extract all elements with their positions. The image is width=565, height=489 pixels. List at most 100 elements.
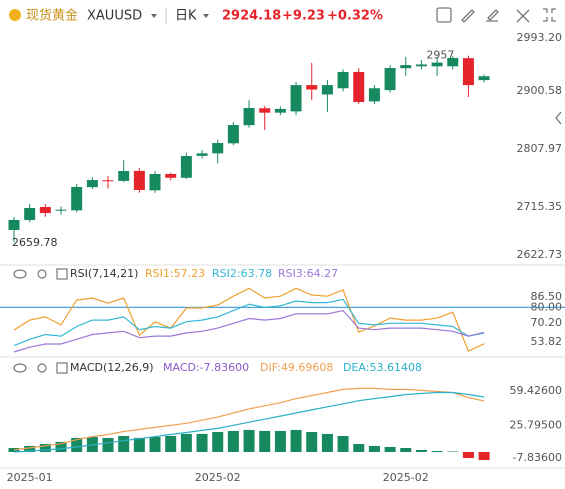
y-tick-label: 80.00 (531, 300, 563, 313)
dropdown-arrow[interactable] (203, 14, 209, 18)
macd-bar (39, 443, 51, 452)
macd-bar (368, 445, 380, 452)
macd-bar (118, 435, 130, 452)
candle-body (149, 174, 161, 191)
candle-body (431, 62, 443, 67)
candle-body (337, 71, 349, 89)
period[interactable]: 日K (175, 9, 197, 24)
macd-bar (431, 450, 443, 452)
legend-entry: RSI2:63.78 (212, 267, 272, 280)
macd-bar (478, 451, 490, 461)
candle-body (39, 207, 51, 214)
settings-icon[interactable] (37, 269, 47, 279)
macd-bar (227, 430, 239, 452)
candle-body (290, 85, 302, 112)
price-change: +9.23 (282, 9, 325, 24)
y-tick-label: 86.50 (531, 290, 563, 303)
macd-bar (353, 443, 365, 452)
macd-bar (290, 429, 302, 452)
y-tick-label: 53.82 (531, 335, 563, 348)
expand-button[interactable] (543, 8, 556, 22)
instrument-symbol[interactable]: XAUUSD (87, 9, 142, 24)
macd-bar (71, 437, 83, 452)
collapse-arrow[interactable] (555, 111, 562, 125)
y-tick-label: -7.83600 (513, 451, 562, 464)
candle-body (384, 68, 396, 91)
candle-body (415, 64, 427, 67)
rsi-title: RSI(7,14,21) (70, 267, 138, 280)
macd-bar (180, 433, 192, 452)
candle-body (353, 71, 365, 103)
fullscreen-button[interactable] (516, 9, 530, 23)
gold-icon (9, 9, 21, 21)
macd-bar (55, 441, 67, 452)
candle-body (71, 186, 83, 211)
candle-body (133, 170, 145, 190)
candle-body (212, 143, 224, 154)
y-tick-label: 2900.58 (517, 84, 563, 97)
candle-body (8, 219, 20, 230)
edit-button[interactable] (486, 9, 499, 22)
candle-body (447, 57, 459, 67)
indicator-line (13, 391, 485, 453)
macd-bar (337, 435, 349, 452)
macd-bar (149, 437, 161, 452)
legend-entry: RSI3:64.27 (278, 267, 338, 280)
macd-bar (196, 433, 208, 452)
candle-body (368, 88, 380, 102)
macd-bar (133, 437, 145, 452)
indicator-icon[interactable] (56, 268, 68, 280)
y-tick-label: 2993.20 (517, 31, 563, 44)
visibility-icon[interactable] (13, 269, 27, 279)
macd-bar (259, 430, 271, 452)
candle-body (55, 209, 67, 211)
draw-button[interactable] (461, 9, 475, 23)
macd-bar (306, 431, 318, 452)
instrument-name[interactable]: 现货黄金 (26, 8, 78, 24)
macd-bar (384, 446, 396, 452)
legend-entry: DEA:53.61408 (343, 361, 422, 374)
macd-bar (102, 437, 114, 452)
candle-body (180, 155, 192, 178)
visibility-icon[interactable] (13, 363, 27, 373)
macd-title: MACD(12,26,9) (70, 361, 154, 374)
y-tick-label: 2715.35 (517, 200, 563, 213)
dropdown-arrow[interactable] (151, 14, 157, 18)
settings-icon[interactable] (37, 363, 47, 373)
price: 2924.18 (222, 9, 281, 24)
x-tick-label: 2025-02 (195, 471, 241, 484)
indicator-line (13, 298, 485, 347)
candle-body (86, 180, 98, 188)
candle-body (243, 108, 255, 126)
indicator-line (13, 287, 485, 353)
candle-body (321, 85, 333, 95)
x-tick-label: 2025-01 (7, 471, 53, 484)
y-tick-label: 70.20 (531, 316, 563, 329)
macd-bar (462, 451, 474, 459)
macd-bar (8, 447, 20, 452)
candle-body (478, 76, 490, 81)
legend-entry: MACD:-7.83600 (163, 361, 249, 374)
macd-bar (24, 445, 36, 452)
candle-body (165, 174, 177, 178)
price-change-pct: +0.32% (327, 9, 383, 24)
candle-body (196, 153, 208, 156)
low-label: 2659.78 (12, 236, 58, 249)
candle-body (259, 108, 271, 113)
candle-body (24, 208, 36, 220)
tool-button[interactable] (436, 7, 452, 23)
indicator-line (13, 387, 485, 451)
macd-bar (165, 435, 177, 452)
legend-entry: RSI1:57.23 (145, 267, 205, 280)
candle-body (400, 65, 412, 69)
indicator-line (13, 309, 485, 353)
y-tick-label: 2622.73 (517, 248, 563, 261)
macd-bar (321, 433, 333, 452)
macd-bar (447, 451, 459, 452)
candle-body (118, 171, 130, 181)
macd-bar (415, 449, 427, 452)
legend-entry: DIF:49.69608 (260, 361, 333, 374)
indicator-icon[interactable] (56, 362, 68, 374)
high-label: 2957 (426, 49, 454, 62)
macd-bar (212, 431, 224, 452)
